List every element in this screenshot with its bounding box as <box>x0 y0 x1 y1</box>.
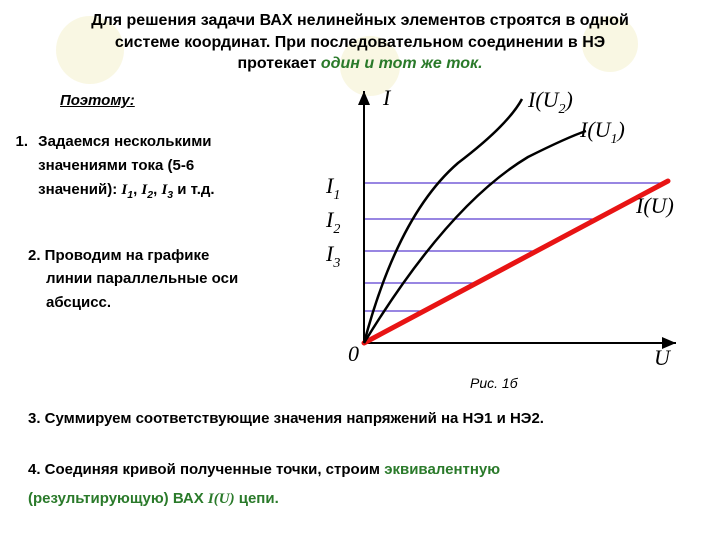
step1-body: Задаемся несколькими значениями тока (5-… <box>38 130 278 204</box>
step2-l2: линии параллельные оси <box>46 270 238 287</box>
step-4: 4. Соединяя кривой полученные точки, стр… <box>28 456 700 513</box>
step4-e: цепи. <box>235 490 279 507</box>
svg-text:I: I <box>382 85 392 110</box>
svg-text:I(U1): I(U1) <box>579 117 625 147</box>
header-l2: системе координат. При последовательном … <box>115 34 605 51</box>
step1-num: 1. <box>0 130 28 154</box>
step-2: 2. Проводим на графике линии параллельны… <box>28 244 288 314</box>
step-1: 1. Задаемся несколькими значениями тока … <box>0 130 280 204</box>
header-l3b: один и тот же ток. <box>321 55 483 72</box>
step4-d: I(U) <box>208 491 235 507</box>
svg-text:I3: I3 <box>325 241 340 271</box>
svg-text:I2: I2 <box>325 207 340 237</box>
svg-text:I(U2): I(U2) <box>527 87 573 117</box>
svg-text:I1: I1 <box>325 173 340 203</box>
section-label: Поэтому: <box>60 92 135 109</box>
step2-l1: 2. Проводим на графике <box>28 247 209 264</box>
step1-l3b: и т.д. <box>173 181 214 198</box>
step4-b: эквивалентную <box>384 461 500 478</box>
figure-caption: Рис. 1б <box>470 375 518 391</box>
step1-l1: Задаемся несколькими <box>38 133 211 150</box>
header-l3a: протекает <box>237 55 320 72</box>
step2-l3: абсцисс. <box>46 294 111 311</box>
step1-l3a: значений): <box>38 181 121 198</box>
step-3: 3. Суммируем соответствующие значения на… <box>28 410 700 427</box>
step4-a: 4. Соединяя кривой полученные точки, стр… <box>28 461 384 478</box>
step4-c: (результирующую) ВАХ <box>28 490 208 507</box>
header-l1: Для решения задачи ВАХ нелинейных элемен… <box>91 12 629 29</box>
svg-text:I(U): I(U) <box>635 193 674 218</box>
vax-chart: I 0 U I1 I2 I3 I(U2)I(U1) I(U) <box>298 85 693 375</box>
svg-text:U: U <box>654 345 672 370</box>
step1-l2: значениями тока (5-6 <box>38 157 194 174</box>
svg-text:0: 0 <box>348 341 359 366</box>
header-text: Для решения задачи ВАХ нелинейных элемен… <box>30 10 690 75</box>
